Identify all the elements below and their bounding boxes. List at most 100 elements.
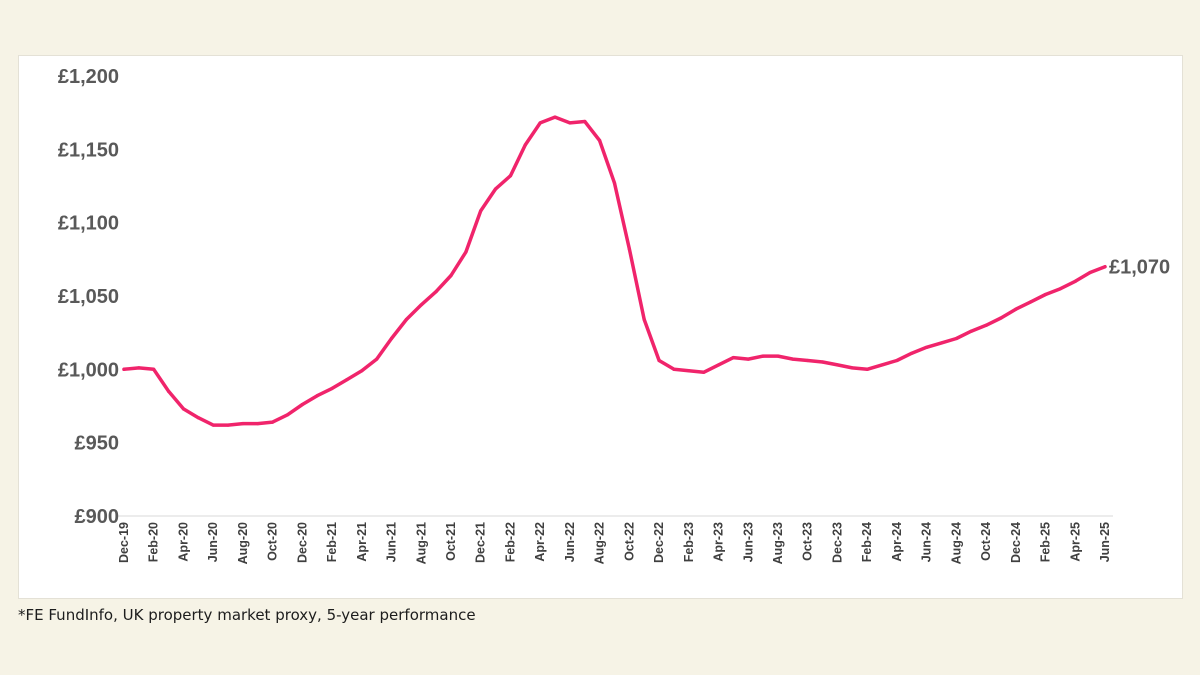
x-tick-label: Aug-20 bbox=[236, 522, 250, 564]
data-point bbox=[702, 370, 706, 374]
data-point bbox=[716, 363, 721, 367]
series-line bbox=[122, 115, 1107, 427]
x-tick-label: Apr-24 bbox=[890, 522, 904, 562]
x-tick-label: Jun-20 bbox=[206, 522, 220, 562]
data-point bbox=[657, 358, 661, 363]
data-point bbox=[761, 354, 765, 358]
data-point bbox=[969, 329, 973, 333]
data-point bbox=[419, 303, 423, 307]
data-point bbox=[137, 366, 141, 370]
data-point bbox=[806, 358, 810, 363]
x-tick-label: Jun-24 bbox=[920, 522, 934, 562]
y-tick-label: £900 bbox=[75, 506, 120, 528]
data-point bbox=[865, 367, 869, 371]
data-point bbox=[389, 336, 394, 341]
data-point bbox=[954, 336, 958, 341]
x-tick-label: Dec-22 bbox=[652, 522, 666, 563]
data-point bbox=[434, 290, 438, 294]
data-point bbox=[999, 316, 1003, 320]
data-point bbox=[449, 273, 453, 278]
data-point bbox=[910, 351, 914, 355]
data-point bbox=[925, 345, 929, 349]
data-point bbox=[1088, 270, 1092, 275]
x-tick-label: Apr-22 bbox=[533, 522, 547, 562]
x-tick-label: Feb-22 bbox=[503, 522, 517, 562]
data-point bbox=[404, 317, 409, 322]
data-point bbox=[598, 138, 602, 143]
data-point bbox=[627, 247, 631, 251]
y-tick-label: £1,200 bbox=[58, 66, 119, 88]
line-chart: £900 £950 £1,000 £1,050 £1,100 £1,150 £1,200 De… bbox=[58, 66, 1170, 564]
x-tick-label: Oct-21 bbox=[444, 522, 458, 561]
data-point bbox=[330, 386, 334, 390]
x-tick-label: Feb-23 bbox=[682, 522, 696, 562]
x-tick-label: Feb-21 bbox=[325, 522, 339, 562]
x-tick-label: Oct-23 bbox=[801, 522, 815, 561]
y-tick-label: £1,150 bbox=[58, 139, 119, 161]
x-tick-label: Apr-20 bbox=[176, 522, 190, 562]
footnote: *FE FundInfo, UK property market proxy, … bbox=[18, 606, 476, 624]
x-tick-label: Feb-20 bbox=[147, 522, 161, 562]
x-tick-label: Apr-21 bbox=[355, 522, 369, 562]
data-point bbox=[791, 357, 795, 361]
data-point bbox=[464, 250, 468, 254]
data-point bbox=[241, 422, 245, 426]
x-tick-label: Feb-25 bbox=[1039, 522, 1053, 562]
data-point bbox=[776, 354, 780, 358]
data-point bbox=[508, 174, 513, 178]
data-point bbox=[226, 423, 230, 427]
data-point bbox=[1103, 265, 1107, 269]
data-point bbox=[285, 413, 290, 417]
data-point bbox=[152, 367, 156, 371]
data-point bbox=[687, 369, 691, 373]
data-point bbox=[1014, 307, 1018, 311]
data-point bbox=[880, 363, 884, 367]
x-tick-label: Apr-25 bbox=[1068, 522, 1082, 562]
data-point bbox=[493, 187, 498, 191]
x-tick-label: Oct-22 bbox=[622, 522, 636, 561]
x-tick-label: Feb-24 bbox=[860, 522, 874, 562]
data-point bbox=[538, 121, 542, 125]
x-tick-label: Apr-23 bbox=[712, 522, 726, 562]
data-point bbox=[315, 394, 319, 398]
data-point bbox=[820, 360, 825, 364]
x-tick-label: Aug-23 bbox=[771, 522, 785, 564]
x-tick-label: Dec-23 bbox=[830, 522, 844, 563]
data-point bbox=[1029, 300, 1033, 304]
data-point bbox=[895, 358, 899, 363]
x-tick-label: Oct-20 bbox=[266, 522, 280, 561]
chart-panel: £900 £950 £1,000 £1,050 £1,100 £1,150 £1,200 De… bbox=[18, 55, 1183, 599]
data-point bbox=[360, 369, 364, 373]
x-tick-label: Dec-20 bbox=[295, 522, 309, 563]
end-value-label: £1,070 bbox=[1109, 257, 1170, 279]
x-tick-label: Aug-24 bbox=[949, 522, 963, 564]
data-point bbox=[271, 420, 275, 424]
x-tick-label: Jun-25 bbox=[1098, 522, 1112, 562]
x-tick-label: Dec-21 bbox=[474, 522, 488, 563]
data-point bbox=[1043, 292, 1048, 297]
data-point bbox=[939, 341, 944, 345]
x-tick-label: Dec-24 bbox=[1009, 522, 1023, 563]
data-point bbox=[166, 389, 171, 393]
data-point bbox=[642, 317, 646, 322]
data-point bbox=[1058, 287, 1063, 291]
x-tick-label: Jun-22 bbox=[563, 522, 577, 562]
x-tick-label: Oct-24 bbox=[979, 522, 993, 561]
data-point bbox=[300, 402, 304, 407]
data-point bbox=[479, 209, 483, 213]
y-tick-label: £950 bbox=[75, 433, 120, 455]
data-point bbox=[583, 119, 587, 124]
data-point bbox=[181, 407, 186, 411]
data-point bbox=[523, 143, 527, 147]
data-point bbox=[1073, 279, 1077, 283]
x-tick-label: Jun-21 bbox=[385, 522, 399, 562]
data-point bbox=[196, 416, 200, 420]
data-point bbox=[553, 115, 557, 119]
y-tick-label: £1,100 bbox=[58, 213, 119, 235]
data-point bbox=[984, 323, 988, 327]
data-point bbox=[345, 378, 349, 382]
x-tick-label: Jun-23 bbox=[741, 522, 755, 562]
x-tick-label: Aug-22 bbox=[593, 522, 607, 564]
y-tick-label: £1,000 bbox=[58, 359, 119, 381]
data-point bbox=[211, 423, 215, 427]
